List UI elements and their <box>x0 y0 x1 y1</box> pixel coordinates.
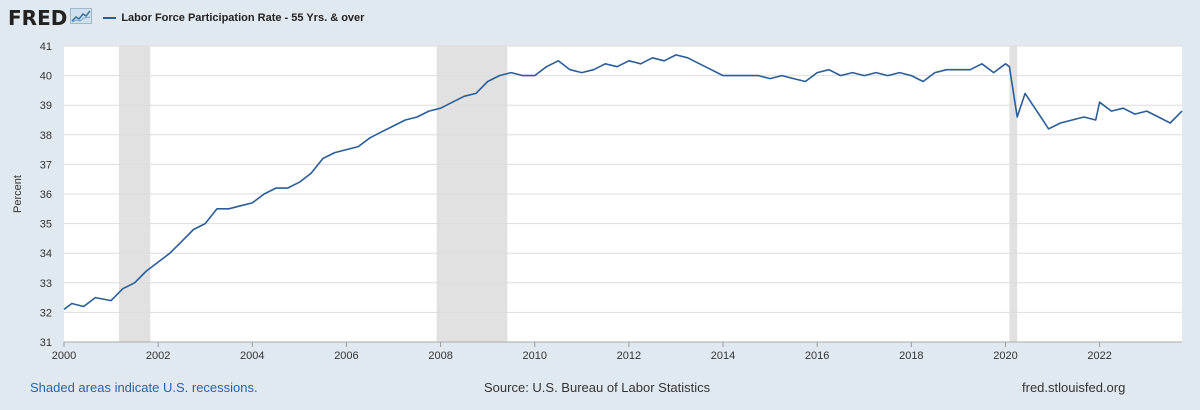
y-axis-label: Percent <box>12 175 24 213</box>
x-tick-label: 2004 <box>240 350 264 362</box>
legend-swatch <box>103 17 117 19</box>
fred-logo[interactable]: FRED <box>8 6 93 30</box>
chart-legend: Labor Force Participation Rate - 55 Yrs.… <box>103 12 364 24</box>
x-tick-label: 2000 <box>52 350 76 362</box>
x-tick-label: 2020 <box>993 350 1017 362</box>
mini-chart-icon <box>70 7 93 29</box>
y-tick-label: 41 <box>40 41 52 53</box>
chart-header: FRED Labor Force Participation Rate - 55… <box>8 6 364 30</box>
y-tick-label: 34 <box>40 248 52 260</box>
line-chart: 31 32 33 34 35 36 37 38 39 40 41 2000 2002 2004 2006 20… <box>12 41 1183 362</box>
x-tick-label: 2002 <box>146 350 170 362</box>
x-tick-label: 2012 <box>617 350 641 362</box>
recession-note: Shaded areas indicate U.S. recessions. <box>30 380 258 395</box>
x-tick-label: 2010 <box>522 350 546 362</box>
y-tick-label: 33 <box>40 278 52 290</box>
series-line <box>63 54 1183 311</box>
x-tick-label: 2014 <box>711 350 735 362</box>
x-tick-label: 2022 <box>1087 350 1111 362</box>
x-tick-label: 2008 <box>428 350 452 362</box>
y-tick-label: 35 <box>40 219 52 231</box>
logo-text: FRED <box>8 6 68 30</box>
legend-label: Labor Force Participation Rate - 55 Yrs.… <box>121 12 365 24</box>
x-tick-label: 2006 <box>334 350 358 362</box>
y-tick-label: 32 <box>40 307 52 319</box>
y-tick-label: 38 <box>40 130 52 142</box>
site-link[interactable]: fred.stlouisfed.org <box>1022 380 1126 395</box>
x-tick-label: 2016 <box>805 350 829 362</box>
y-tick-label: 31 <box>40 337 52 349</box>
source-note: Source: U.S. Bureau of Labor Statistics <box>484 380 711 395</box>
y-tick-label: 36 <box>40 189 52 201</box>
y-tick-label: 37 <box>40 159 52 171</box>
x-tick-label: 2018 <box>899 350 923 362</box>
y-tick-label: 39 <box>40 100 52 112</box>
y-tick-label: 40 <box>40 71 52 83</box>
